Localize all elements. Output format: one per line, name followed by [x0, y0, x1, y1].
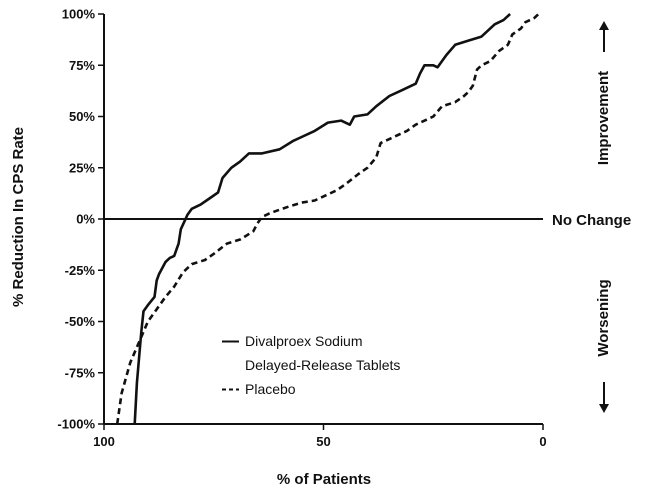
legend-label-placebo: Placebo [245, 381, 296, 397]
legend-label-divalproex: Delayed-Release Tablets [245, 357, 400, 373]
y-axis-title: % Reduction In CPS Rate [10, 127, 27, 307]
y-tick-label: -50% [65, 314, 96, 329]
y-tick-label: 75% [69, 58, 95, 73]
x-axis-title: % of Patients [277, 471, 371, 488]
x-tick-label: 100 [93, 434, 115, 449]
x-tick-label: 50 [316, 434, 330, 449]
y-tick-label: 25% [69, 160, 95, 175]
y-tick-label: 50% [69, 109, 95, 124]
reference-layer: No Change [104, 212, 631, 229]
improvement-label: Improvement [595, 71, 612, 165]
y-tick-label: -75% [65, 365, 96, 380]
down-arrow-icon [599, 382, 609, 413]
worsening-label: Worsening [595, 279, 612, 356]
series-line-divalproex [133, 13, 511, 425]
y-tick-label: 0% [76, 212, 95, 227]
no-change-label: No Change [552, 212, 631, 229]
y-tick-label: -100% [57, 417, 95, 432]
x-tick-label: 0 [539, 434, 546, 449]
direction-arrows [599, 21, 609, 413]
y-tick-label: -25% [65, 263, 96, 278]
series-layer [115, 13, 540, 425]
x-axis-ticks: 100 50 0 [93, 424, 547, 449]
up-arrow-icon [599, 21, 609, 52]
y-tick-label: 100% [62, 7, 96, 22]
legend: Divalproex Sodium Delayed-Release Tablets… [222, 333, 400, 397]
legend-label-divalproex: Divalproex Sodium [245, 333, 363, 349]
series-line-placebo [115, 13, 540, 425]
y-axis-ticks: 100% 75% 50% 25% 0% -25% -50% -75% -100% [57, 7, 104, 432]
